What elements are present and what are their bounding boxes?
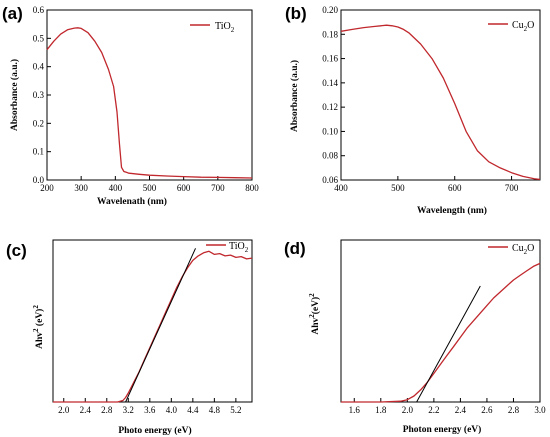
panel-b-y-tick-label: 0.14 — [322, 78, 338, 88]
panel-d-ylabel: Ahv2(eV)2 — [308, 293, 321, 335]
panel-b-y-tick-label: 0.10 — [322, 126, 338, 136]
panel-b-series-line — [340, 24, 541, 181]
panel-a-x-tick-label: 200 — [40, 183, 54, 193]
panel-b-xlabel: Wavelength (nm) — [417, 205, 487, 216]
panel-c-x-tick-label: 4.0 — [166, 405, 178, 415]
panel-c-letter: (c) — [6, 241, 27, 260]
panel-d-x-tick-label: 1.6 — [349, 405, 361, 415]
panel-b-plot-frame — [340, 9, 541, 181]
panel-c-legend: TiO2 — [206, 241, 249, 254]
panel-a-y-tick-label: 0.4 — [33, 62, 45, 72]
panel-d-x-tick-label: 2.0 — [402, 405, 414, 415]
panel-d-x-tick-label: 1.8 — [375, 405, 387, 415]
panel-c-x-tick-label: 2.4 — [80, 405, 92, 415]
panel-a-x-tick-label: 600 — [177, 183, 191, 193]
panel-a-x-tick-label: 400 — [109, 183, 123, 193]
panel-b-y-tick-label: 0.12 — [322, 102, 338, 112]
panel-c-x-tick-label: 3.6 — [144, 405, 156, 415]
panel-b-x-tick-label: 600 — [448, 183, 462, 193]
panel-a-x-tick-label: 300 — [74, 183, 88, 193]
panel-d-x-tick-label: 2.6 — [481, 405, 493, 415]
panel-c-fit-line — [125, 248, 196, 403]
panel-c-x-tick-label: 3.2 — [123, 405, 134, 415]
panel-d-letter: (d) — [284, 239, 306, 258]
panel-a-legend: TiO2 — [190, 21, 235, 34]
plot-layer: 200 300 400 500 600 700 800 0.0 0.1 0.2 0.3 0.4 0.5 0… — [33, 5, 546, 415]
panel-c-legend-label: TiO2 — [229, 241, 249, 254]
panel-a-series-line — [46, 27, 253, 179]
panel-c-x-tick-label: 2.0 — [58, 405, 70, 415]
panel-d-fit-line — [416, 285, 481, 403]
panel-d-x-tick-label: 2.4 — [455, 405, 467, 415]
panel-b-x-tick-label: 500 — [391, 183, 405, 193]
panel-b-y-tick-label: 0.20 — [322, 5, 338, 15]
panel-a-y-tick-label: 0.1 — [33, 147, 44, 157]
panel-a-y-tick-label: 0.5 — [33, 33, 45, 43]
panel-b-ylabel: Absorbance (a.u.) — [289, 60, 300, 132]
panel-b-y-tick-label: 0.18 — [322, 29, 338, 39]
panel-d-plot-frame — [340, 239, 541, 403]
panel-d-x-tick-label: 3.0 — [534, 405, 546, 415]
panel-b-x-tick-label: 400 — [334, 183, 348, 193]
panel-d-x-tick-label: 2.2 — [428, 405, 439, 415]
panel-a-x-tick-label: 700 — [211, 183, 225, 193]
panel-a-y-tick-label: 0.2 — [33, 118, 44, 128]
panel-b-y-tick-label: 0.16 — [322, 54, 338, 64]
panel-b-y-tick-label: 0.06 — [322, 175, 338, 185]
panel-c-series-line — [53, 250, 253, 403]
panel-c-plot-frame — [52, 239, 253, 403]
panel-a-ylabel: Absorbance (a.u.) — [9, 59, 20, 131]
panel-c-xlabel: Photo energy (eV) — [118, 425, 191, 436]
panel-c-x-tick-label: 4.4 — [187, 405, 199, 415]
panel-d-x-tick-label: 2.8 — [508, 405, 520, 415]
panel-b-y-tick-label: 0.08 — [322, 151, 338, 161]
panel-a-y-tick-label: 0.0 — [33, 175, 45, 185]
panel-a-xlabel: Wavelenath (nm) — [97, 196, 167, 207]
panel-a-letter: (a) — [2, 4, 23, 23]
panel-a: (a) Absorbance (a.u.) Wavelenath (nm) Ti… — [2, 4, 235, 207]
panel-a-x-tick-label: 800 — [245, 183, 259, 193]
panel-a-y-tick-label: 0.3 — [33, 90, 45, 100]
panel-b: (b) Absorbance (a.u.) Wavelength (nm) Cu… — [285, 4, 534, 216]
panel-d-legend-label: Cu2O — [512, 243, 534, 256]
panel-b-x-tick-label: 700 — [505, 183, 519, 193]
panel-a-plot-frame — [46, 9, 253, 181]
panel-c-x-tick-label: 5.2 — [230, 405, 241, 415]
panel-c-ylabel: Ahv2 (eV)2 — [32, 305, 45, 349]
panel-b-legend: Cu2O — [488, 20, 534, 33]
panel-d-series-line — [341, 262, 541, 403]
panel-b-legend-label: Cu2O — [512, 20, 534, 33]
panel-c-x-tick-label: 4.8 — [209, 405, 221, 415]
panel-d-legend: Cu2O — [488, 243, 534, 256]
panel-b-letter: (b) — [285, 4, 307, 23]
panel-a-legend-label: TiO2 — [215, 21, 235, 34]
panel-a-x-tick-label: 500 — [143, 183, 157, 193]
panel-c-x-tick-label: 2.8 — [101, 405, 113, 415]
panel-c: (c) Ahv2 (eV)2 Photo energy (eV) TiO2 — [6, 241, 249, 436]
panel-a-y-tick-label: 0.6 — [33, 5, 45, 15]
panel-d-xlabel: Photon energy (eV) — [403, 424, 482, 435]
panel-d: (d) Ahv2(eV)2 Photon energy (eV) Cu2O — [284, 239, 534, 435]
